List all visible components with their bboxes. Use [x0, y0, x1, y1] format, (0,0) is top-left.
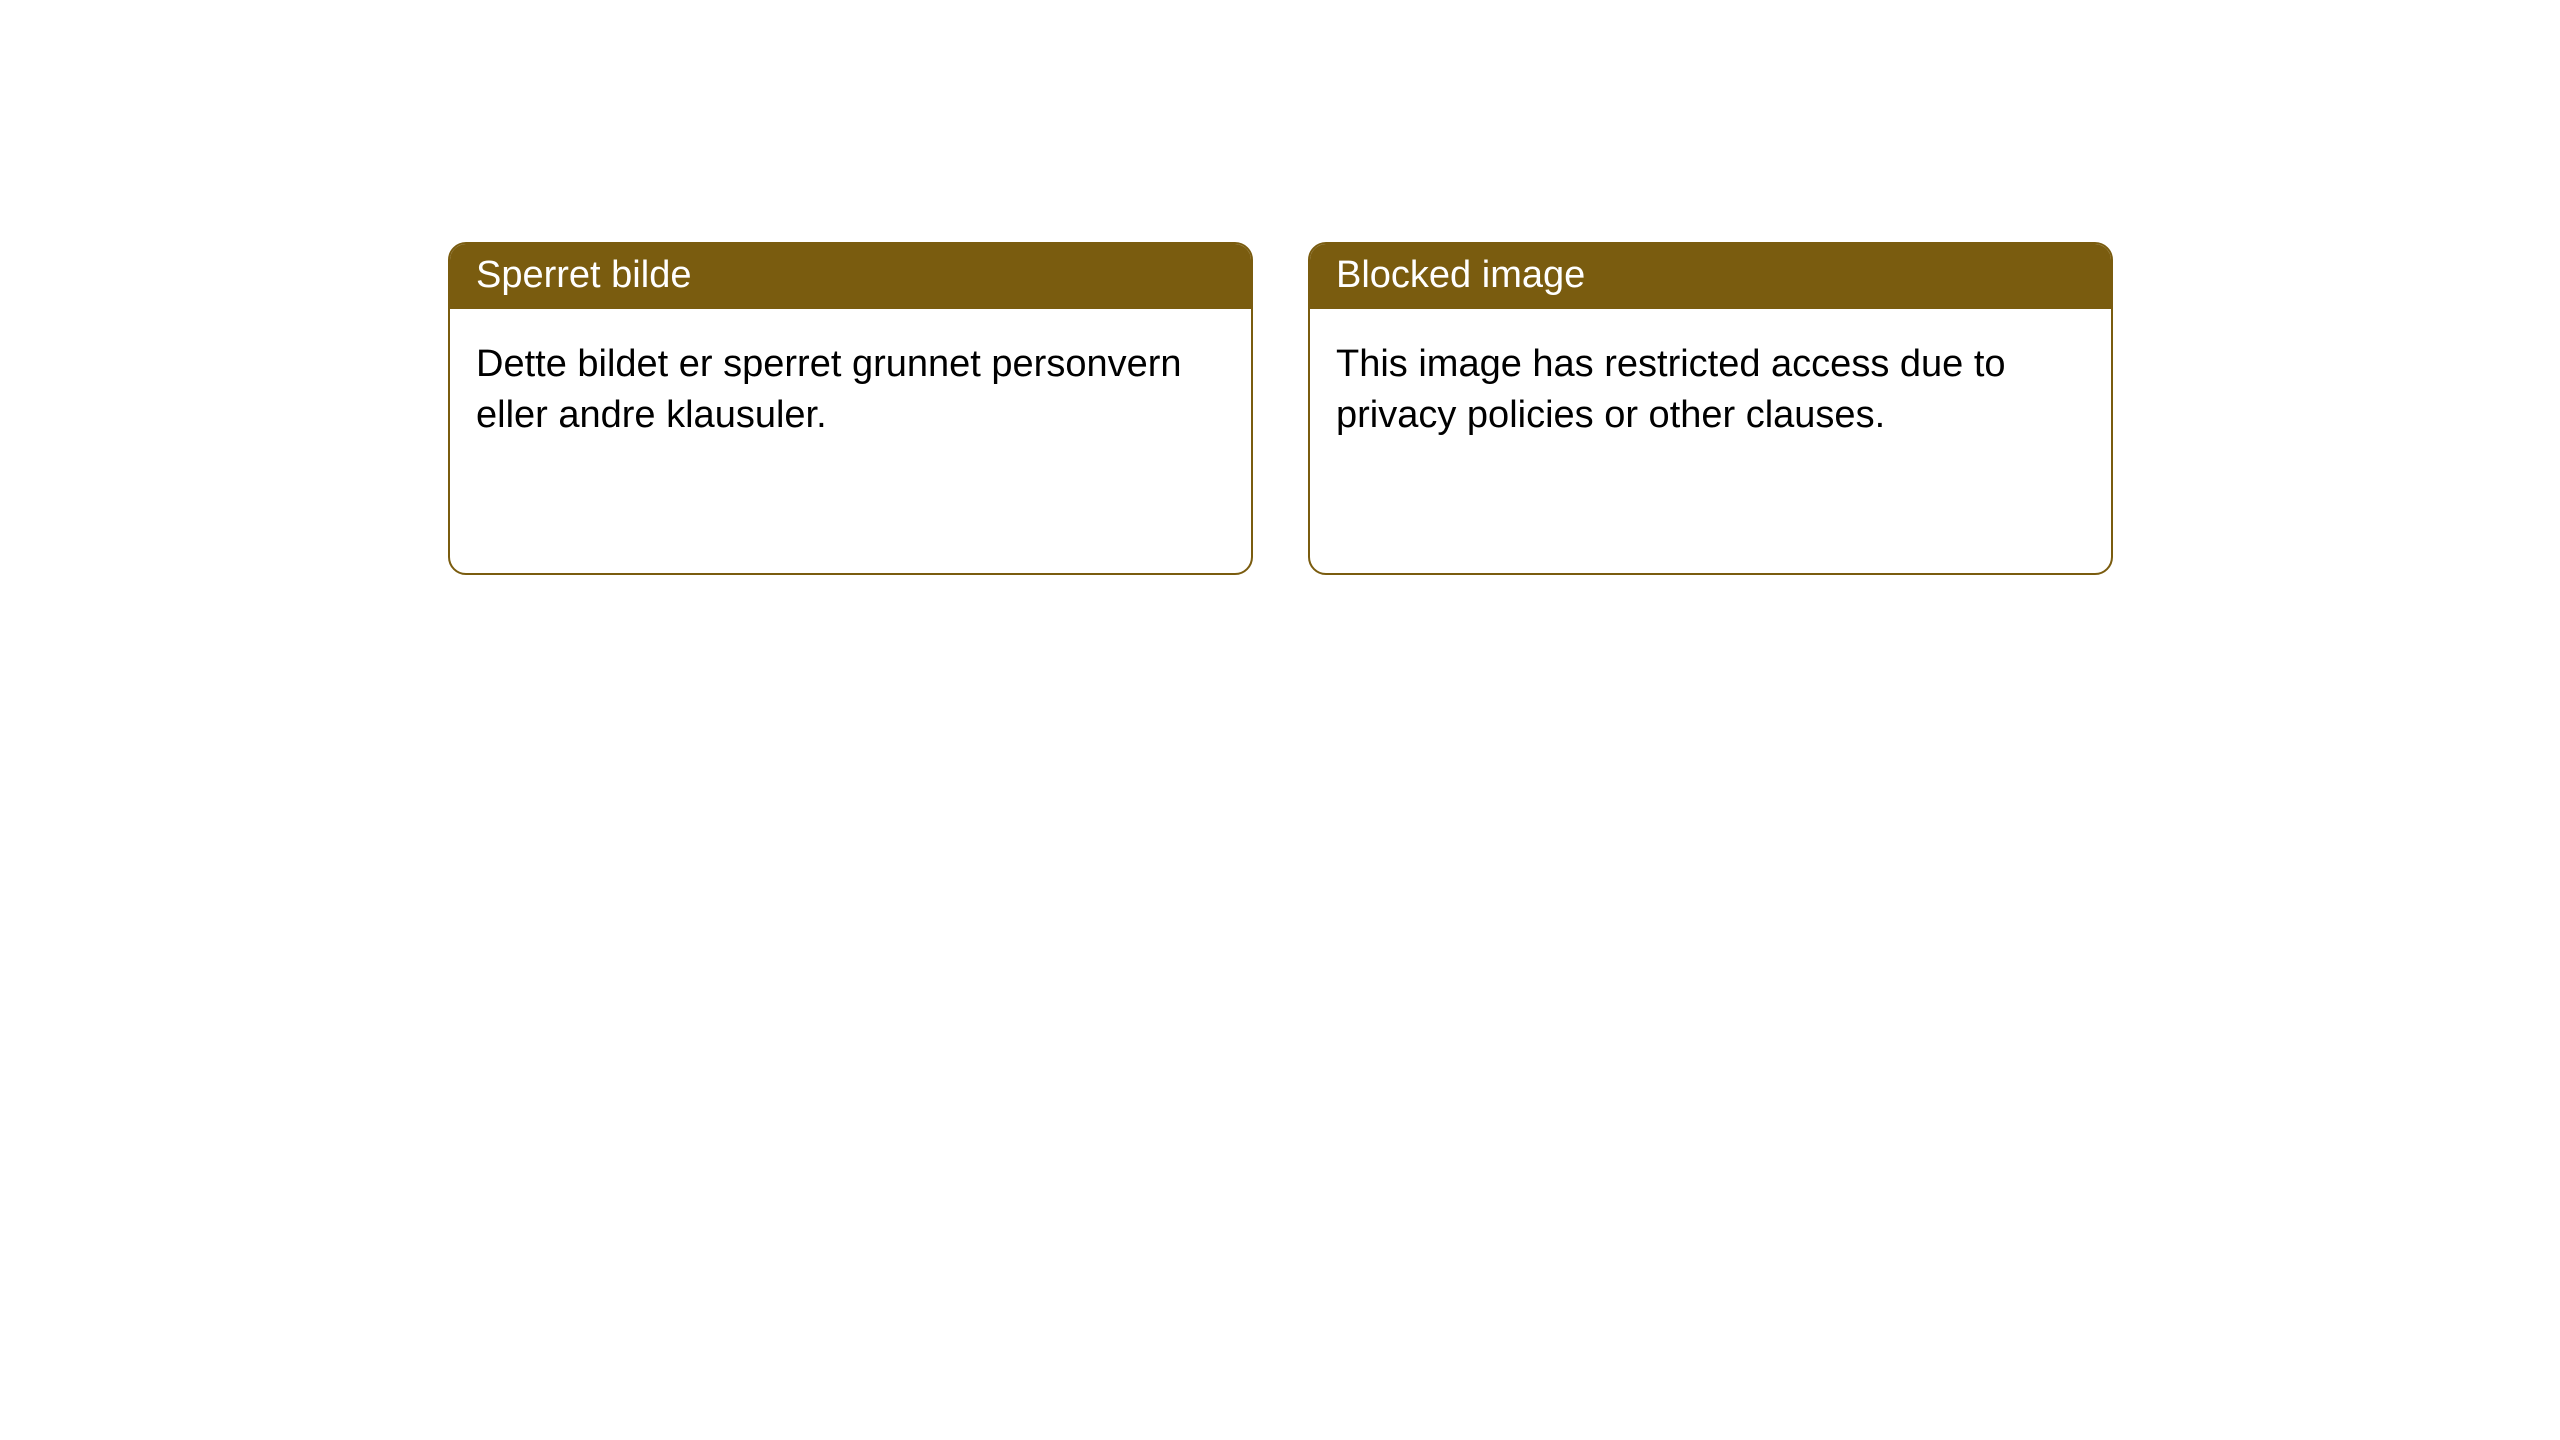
notice-body-text: This image has restricted access due to …	[1336, 343, 2006, 436]
notice-body: This image has restricted access due to …	[1310, 309, 2111, 472]
notice-container: Sperret bilde Dette bildet er sperret gr…	[0, 0, 2560, 575]
notice-title: Sperret bilde	[476, 254, 691, 296]
notice-title: Blocked image	[1336, 254, 1585, 296]
notice-body: Dette bildet er sperret grunnet personve…	[450, 309, 1251, 472]
notice-header: Blocked image	[1310, 244, 2111, 309]
notice-card-norwegian: Sperret bilde Dette bildet er sperret gr…	[448, 242, 1253, 575]
notice-card-english: Blocked image This image has restricted …	[1308, 242, 2113, 575]
notice-body-text: Dette bildet er sperret grunnet personve…	[476, 343, 1182, 436]
notice-header: Sperret bilde	[450, 244, 1251, 309]
